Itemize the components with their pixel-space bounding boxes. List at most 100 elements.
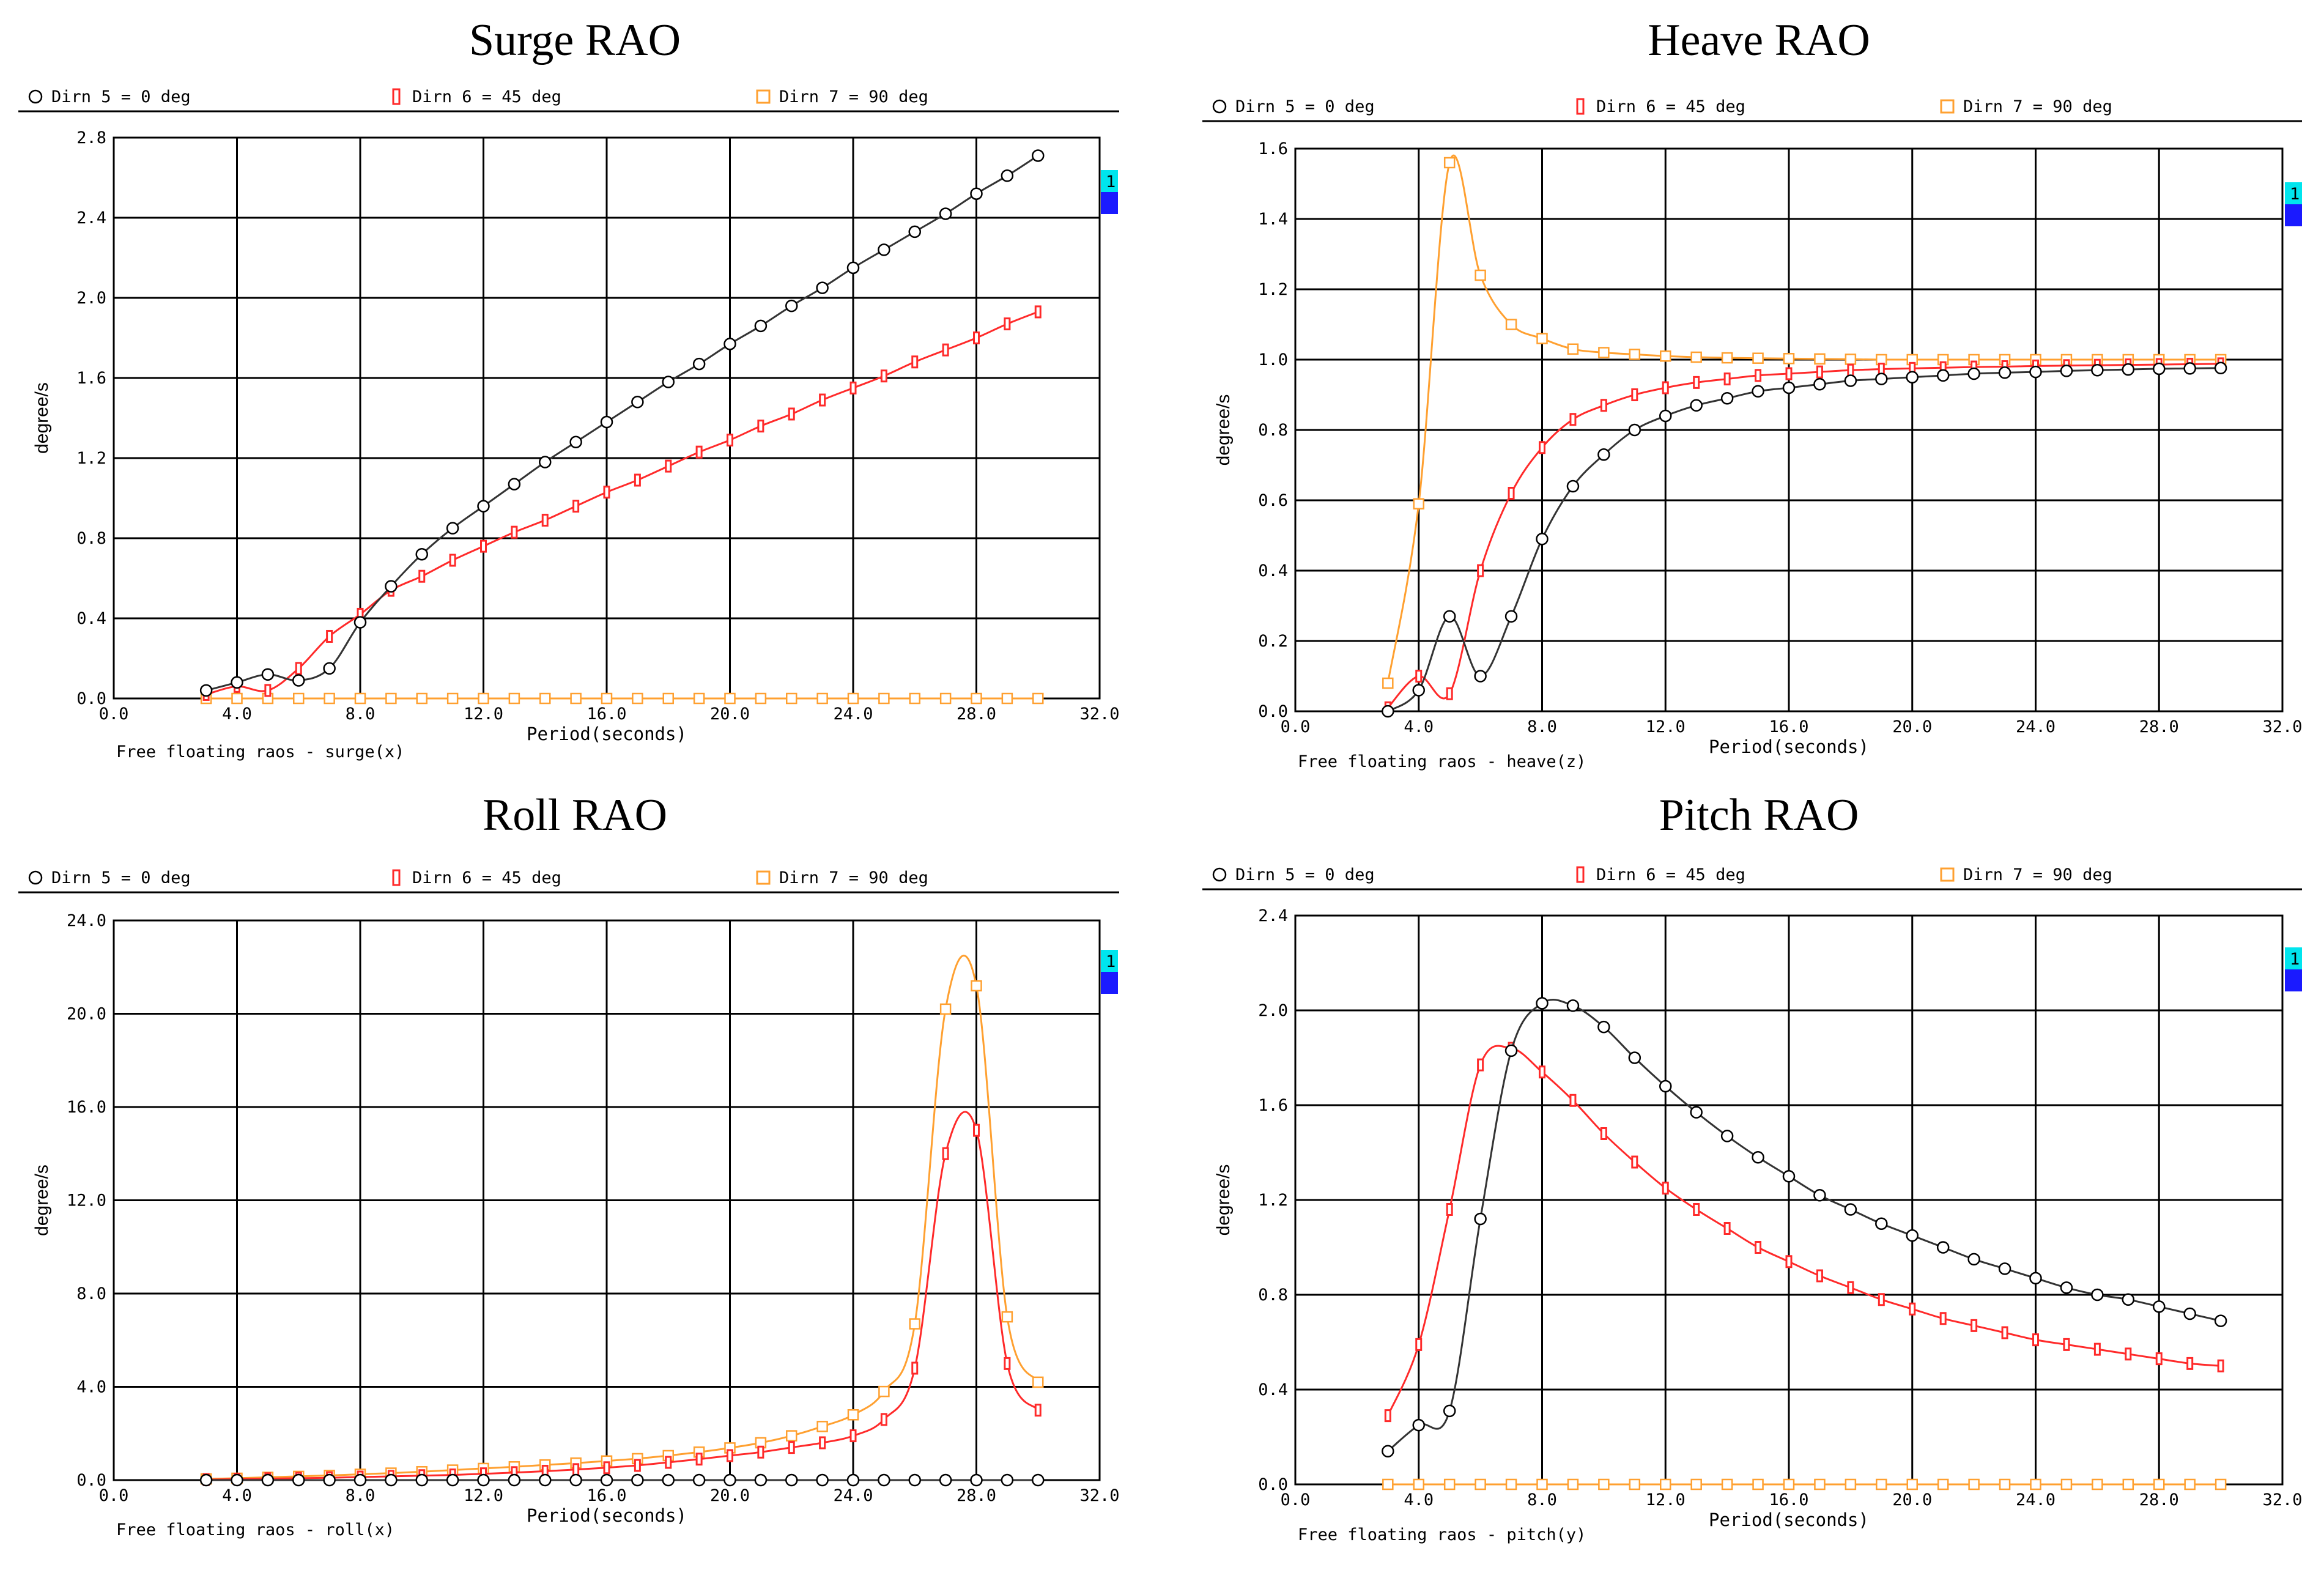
- data-point: [1598, 1478, 1610, 1490]
- x-tick-label: 12.0: [1646, 1490, 1686, 1509]
- side-badge-bottom: [2285, 204, 2302, 226]
- data-point: [539, 692, 551, 705]
- data-point: [1752, 352, 1764, 364]
- data-point: [1720, 392, 1734, 405]
- data-point: [1723, 372, 1731, 386]
- y-tick-label: 1.4: [1258, 210, 1288, 229]
- data-point: [1816, 1269, 1823, 1283]
- y-tick-label: 2.4: [76, 209, 106, 228]
- data-point: [2093, 1342, 2101, 1356]
- data-point: [1755, 1241, 1762, 1254]
- data-point: [2063, 1338, 2070, 1351]
- data-point: [786, 692, 797, 705]
- x-tick-label: 4.0: [222, 1486, 252, 1505]
- data-point: [1412, 1418, 1425, 1432]
- x-tick-label: 0.0: [1281, 717, 1311, 736]
- x-axis-label: Period(seconds): [527, 1505, 687, 1526]
- side-badge-bottom: [1101, 972, 1118, 994]
- series-1: [199, 149, 1045, 697]
- legend-marker-2: [392, 869, 401, 886]
- data-point: [1721, 352, 1733, 364]
- data-point: [2001, 1326, 2008, 1339]
- legend-label-3: Dirn 7 = 90 deg: [1963, 865, 2112, 884]
- data-point: [1443, 1404, 1456, 1418]
- data-point: [231, 692, 243, 705]
- data-point: [1382, 705, 1394, 718]
- x-tick-label: 0.0: [99, 1486, 129, 1505]
- y-tick-label: 1.6: [76, 369, 106, 388]
- legend-label-1: Dirn 5 = 0 deg: [1235, 865, 1375, 884]
- x-axis-label: Period(seconds): [527, 724, 687, 744]
- data-point: [1443, 1478, 1456, 1490]
- data-point: [353, 1473, 367, 1487]
- x-tick-label: 28.0: [2139, 717, 2179, 736]
- data-point: [478, 692, 489, 705]
- data-point: [1382, 1445, 1394, 1457]
- data-point: [600, 1473, 613, 1487]
- data-point: [572, 500, 580, 513]
- data-point: [973, 1124, 980, 1137]
- data-point: [449, 554, 456, 567]
- data-point: [293, 692, 305, 705]
- x-tick-label: 4.0: [1404, 717, 1434, 736]
- legend-label-3: Dirn 7 = 90 deg: [779, 87, 928, 106]
- data-point: [2153, 1478, 2165, 1490]
- data-point: [1998, 1262, 2011, 1275]
- data-point: [1001, 169, 1014, 182]
- data-point: [1967, 367, 1980, 380]
- data-point: [1998, 366, 2011, 379]
- data-point: [1566, 480, 1580, 493]
- x-tick-label: 20.0: [1892, 717, 1932, 736]
- data-point: [2155, 1352, 2163, 1366]
- side-badge-bottom: [2285, 969, 2302, 991]
- x-tick-label: 8.0: [1527, 717, 1557, 736]
- data-point: [1446, 687, 1453, 700]
- data-point: [446, 522, 459, 535]
- data-point: [1659, 1079, 1672, 1093]
- legend-marker-2: [392, 88, 401, 105]
- data-point: [323, 1473, 336, 1487]
- y-tick-label: 0.4: [1258, 561, 1288, 580]
- data-point: [1936, 1241, 1950, 1254]
- series-line: [205, 311, 1038, 695]
- chart-panel-3: Roll RAO Dirn 5 = 0 deg Dirn 6 = 45 deg Dir…: [18, 790, 1120, 1539]
- data-point: [970, 1473, 983, 1487]
- data-point: [846, 1473, 860, 1487]
- legend-label-2: Dirn 6 = 45 deg: [412, 868, 561, 887]
- y-axis-label: degree/s: [1213, 394, 1234, 466]
- x-tick-label: 32.0: [2262, 717, 2302, 736]
- chart-caption: Free floating raos - heave(z): [1298, 752, 1586, 771]
- data-point: [1845, 354, 1857, 365]
- data-point: [1004, 1357, 1011, 1370]
- data-point: [693, 692, 705, 705]
- data-point: [2153, 1300, 2166, 1313]
- y-axis-label: degree/s: [32, 1165, 52, 1236]
- data-point: [695, 445, 703, 459]
- chart-title: Heave RAO: [1648, 15, 1870, 65]
- x-tick-label: 28.0: [957, 705, 996, 724]
- data-point: [939, 692, 952, 705]
- legend-marker-1: [28, 89, 43, 104]
- data-point: [1475, 1478, 1486, 1490]
- data-point: [569, 1473, 582, 1487]
- data-point: [1782, 381, 1796, 394]
- data-point: [911, 355, 919, 369]
- series-1: [1382, 997, 2227, 1457]
- data-point: [1597, 1020, 1610, 1034]
- x-tick-label: 4.0: [222, 705, 252, 724]
- data-point: [1629, 349, 1641, 360]
- data-point: [295, 662, 302, 675]
- x-tick-label: 20.0: [710, 1486, 750, 1505]
- data-point: [1415, 1338, 1423, 1351]
- data-point: [754, 319, 768, 333]
- side-badge-top: [1101, 170, 1118, 192]
- data-point: [1569, 1094, 1577, 1107]
- y-tick-label: 0.0: [76, 1471, 106, 1490]
- data-point: [1906, 1229, 1919, 1242]
- data-point: [1508, 487, 1515, 500]
- data-point: [662, 692, 674, 705]
- data-point: [2122, 1478, 2134, 1490]
- data-point: [909, 692, 920, 705]
- y-tick-label: 1.6: [1258, 139, 1288, 158]
- data-point: [1446, 1203, 1453, 1216]
